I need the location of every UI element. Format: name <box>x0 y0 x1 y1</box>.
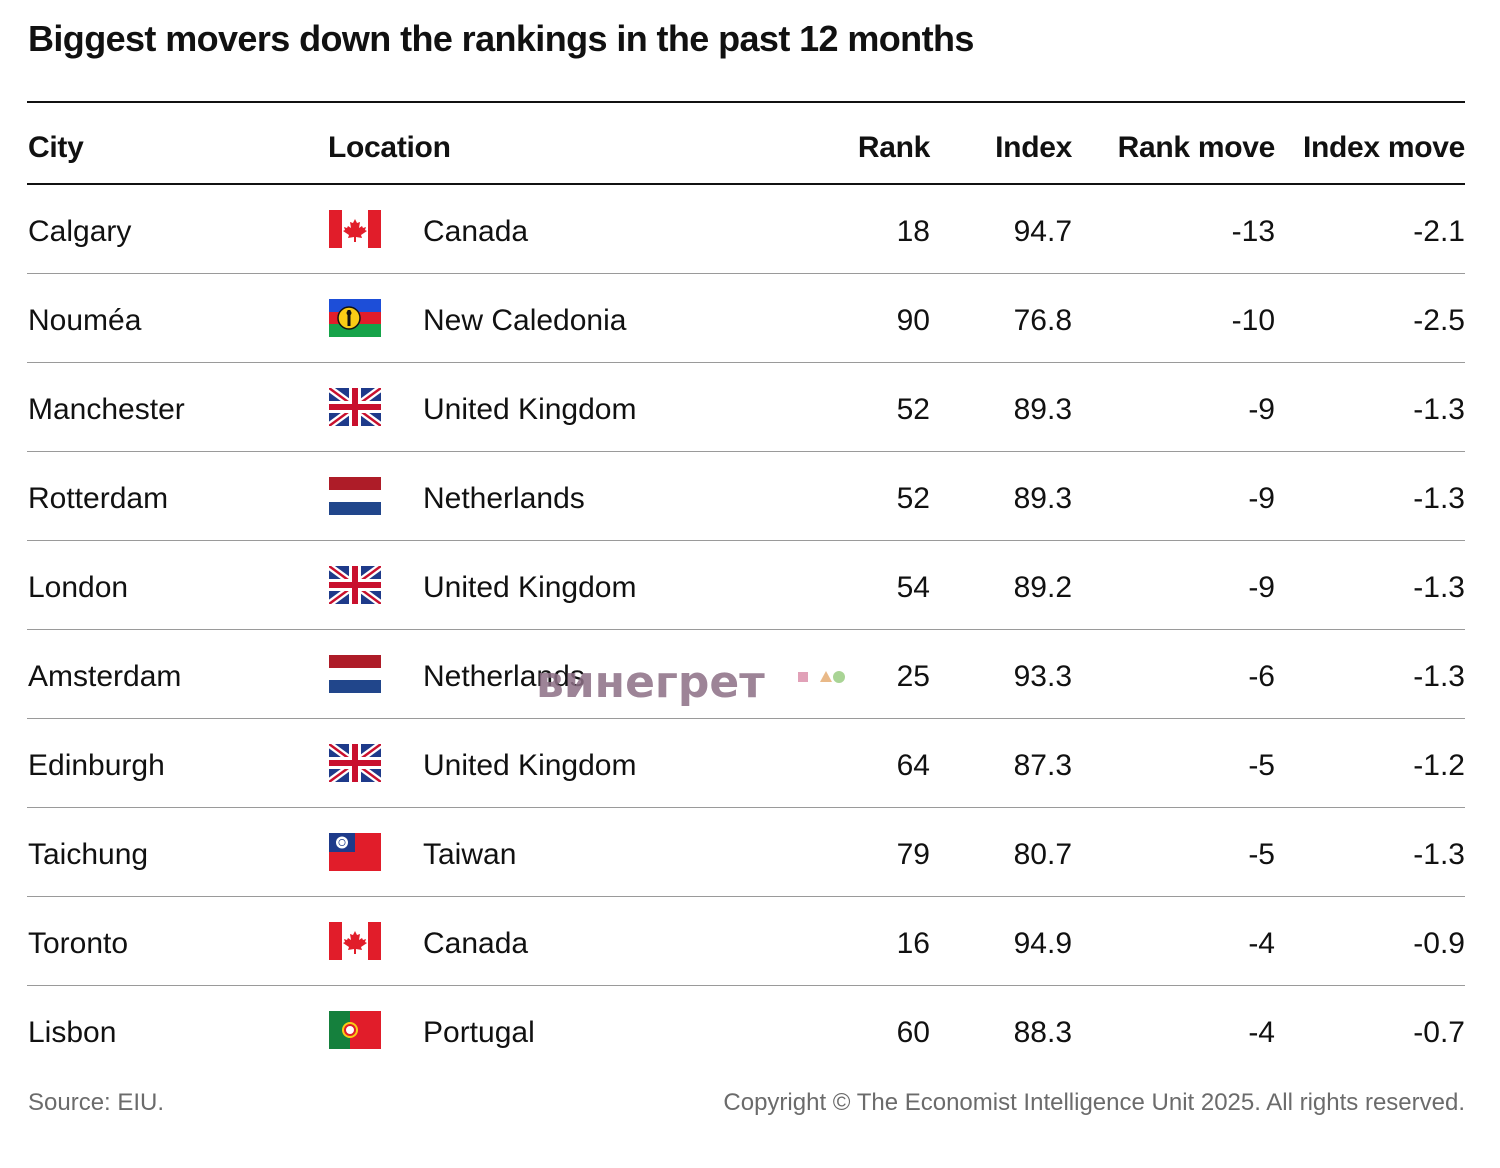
rank-cell: 90 <box>896 304 930 337</box>
index-cell: 89.3 <box>1013 393 1072 426</box>
table-row: Manchester United Kingdom 52 89.3 -9 -1.3 <box>27 363 1465 452</box>
index-move-cell: -1.3 <box>1413 838 1465 871</box>
index-cell: 87.3 <box>1013 749 1072 782</box>
rank-move-cell: -9 <box>1248 393 1275 426</box>
rank-cell: 16 <box>896 927 930 960</box>
rank-move-cell: -4 <box>1248 1016 1275 1049</box>
rank-move-cell: -9 <box>1248 571 1275 604</box>
location-cell: New Caledonia <box>423 304 627 337</box>
index-cell: 80.7 <box>1013 838 1072 871</box>
index-move-cell: -1.2 <box>1413 749 1465 782</box>
rank-move-cell: -6 <box>1248 660 1275 693</box>
header-rank: Rank <box>857 131 930 164</box>
table-row: Amsterdam Netherlands 25 93.3 -6 -1.3 <box>27 630 1465 719</box>
header-rank-move: Rank move <box>1117 131 1276 164</box>
source-note: Source: EIU. <box>28 1089 165 1116</box>
index-cell: 93.3 <box>1013 660 1072 693</box>
table-row: Edinburgh United Kingdom 64 87.3 -5 -1.2 <box>27 719 1465 808</box>
index-cell: 89.3 <box>1013 482 1072 515</box>
united-kingdom-flag-icon <box>329 388 381 426</box>
city-cell: Manchester <box>28 393 185 426</box>
location-cell: United Kingdom <box>423 393 637 426</box>
table-header: City Location Rank Index Rank move Index… <box>27 103 1465 185</box>
table-row: Taichung Taiwan 79 80.7 -5 -1.3 <box>27 808 1465 897</box>
united-kingdom-flag-icon <box>329 566 381 604</box>
rank-cell: 54 <box>896 571 930 604</box>
city-cell: Amsterdam <box>28 660 182 693</box>
chart-title: Biggest movers down the rankings in the … <box>28 18 974 59</box>
rank-move-cell: -5 <box>1248 838 1275 871</box>
rank-move-cell: -13 <box>1231 215 1275 248</box>
city-cell: Toronto <box>28 927 129 960</box>
portugal-flag-icon <box>329 1011 381 1049</box>
rank-move-cell: -10 <box>1231 304 1275 337</box>
index-move-cell: -0.7 <box>1413 1016 1465 1049</box>
header-index-move: Index move <box>1302 131 1465 164</box>
rank-move-cell: -9 <box>1248 482 1275 515</box>
index-move-cell: -2.5 <box>1413 304 1465 337</box>
new-caledonia-flag-icon <box>329 299 381 337</box>
table-row: Toronto Canada 16 94.9 -4 -0.9 <box>27 897 1465 986</box>
rank-cell: 60 <box>896 1016 930 1049</box>
canada-flag-icon <box>329 922 381 960</box>
city-cell: Taichung <box>28 838 149 871</box>
location-cell: Netherlands <box>423 660 585 693</box>
rank-move-cell: -5 <box>1248 749 1275 782</box>
watermark: винегрет <box>536 657 845 708</box>
rank-cell: 52 <box>896 482 930 515</box>
location-cell: Netherlands <box>423 482 585 515</box>
watermark-triangle-icon <box>820 671 832 682</box>
watermark-circle-icon <box>833 671 845 683</box>
netherlands-flag-icon <box>329 655 381 693</box>
rank-cell: 52 <box>896 393 930 426</box>
index-cell: 94.7 <box>1013 215 1072 248</box>
rank-cell: 64 <box>896 749 930 782</box>
united-kingdom-flag-icon <box>329 744 381 782</box>
table-row: Nouméa New Caledonia 90 76.8 -10 -2.5 <box>27 274 1465 363</box>
index-cell: 89.2 <box>1013 571 1072 604</box>
location-cell: United Kingdom <box>423 749 637 782</box>
city-cell: London <box>28 571 129 604</box>
index-move-cell: -2.1 <box>1413 215 1465 248</box>
index-move-cell: -1.3 <box>1413 571 1465 604</box>
city-cell: Calgary <box>28 215 132 248</box>
location-cell: Canada <box>423 927 529 960</box>
table-row: Calgary Canada 18 94.7 -13 -2.1 <box>27 185 1465 274</box>
rank-cell: 18 <box>896 215 930 248</box>
index-move-cell: -1.3 <box>1413 482 1465 515</box>
watermark-text: винегрет <box>536 657 765 708</box>
table-row: Lisbon Portugal 60 88.3 -4 -0.7 <box>27 986 1465 1074</box>
table-row: Rotterdam Netherlands 52 89.3 -9 -1.3 <box>27 452 1465 541</box>
watermark-square-icon <box>798 672 808 682</box>
header-index: Index <box>995 131 1072 164</box>
location-cell: Canada <box>423 215 529 248</box>
rank-cell: 79 <box>896 838 930 871</box>
city-cell: Edinburgh <box>28 749 165 782</box>
rankings-table: City Location Rank Index Rank move Index… <box>27 103 1465 1074</box>
header-location: Location <box>328 131 451 164</box>
taiwan-flag-icon <box>329 833 381 871</box>
city-cell: Rotterdam <box>28 482 169 515</box>
index-cell: 94.9 <box>1013 927 1072 960</box>
netherlands-flag-icon <box>329 477 381 515</box>
rank-cell: 25 <box>896 660 930 693</box>
table-row: London United Kingdom 54 89.2 -9 -1.3 <box>27 541 1465 630</box>
rank-move-cell: -4 <box>1248 927 1275 960</box>
header-city: City <box>28 131 84 164</box>
canada-flag-icon <box>329 210 381 248</box>
location-cell: Portugal <box>423 1016 535 1049</box>
city-cell: Nouméa <box>28 304 142 337</box>
city-cell: Lisbon <box>28 1016 117 1049</box>
index-move-cell: -0.9 <box>1413 927 1465 960</box>
index-cell: 88.3 <box>1013 1016 1072 1049</box>
index-move-cell: -1.3 <box>1413 660 1465 693</box>
location-cell: Taiwan <box>423 838 517 871</box>
copyright-note: Copyright © The Economist Intelligence U… <box>723 1089 1465 1116</box>
index-cell: 76.8 <box>1013 304 1072 337</box>
index-move-cell: -1.3 <box>1413 393 1465 426</box>
top-rule <box>27 101 1465 103</box>
table-body: Calgary Canada 18 94.7 -13 -2.1 Nouméa New Cale… <box>27 185 1465 1074</box>
location-cell: United Kingdom <box>423 571 637 604</box>
